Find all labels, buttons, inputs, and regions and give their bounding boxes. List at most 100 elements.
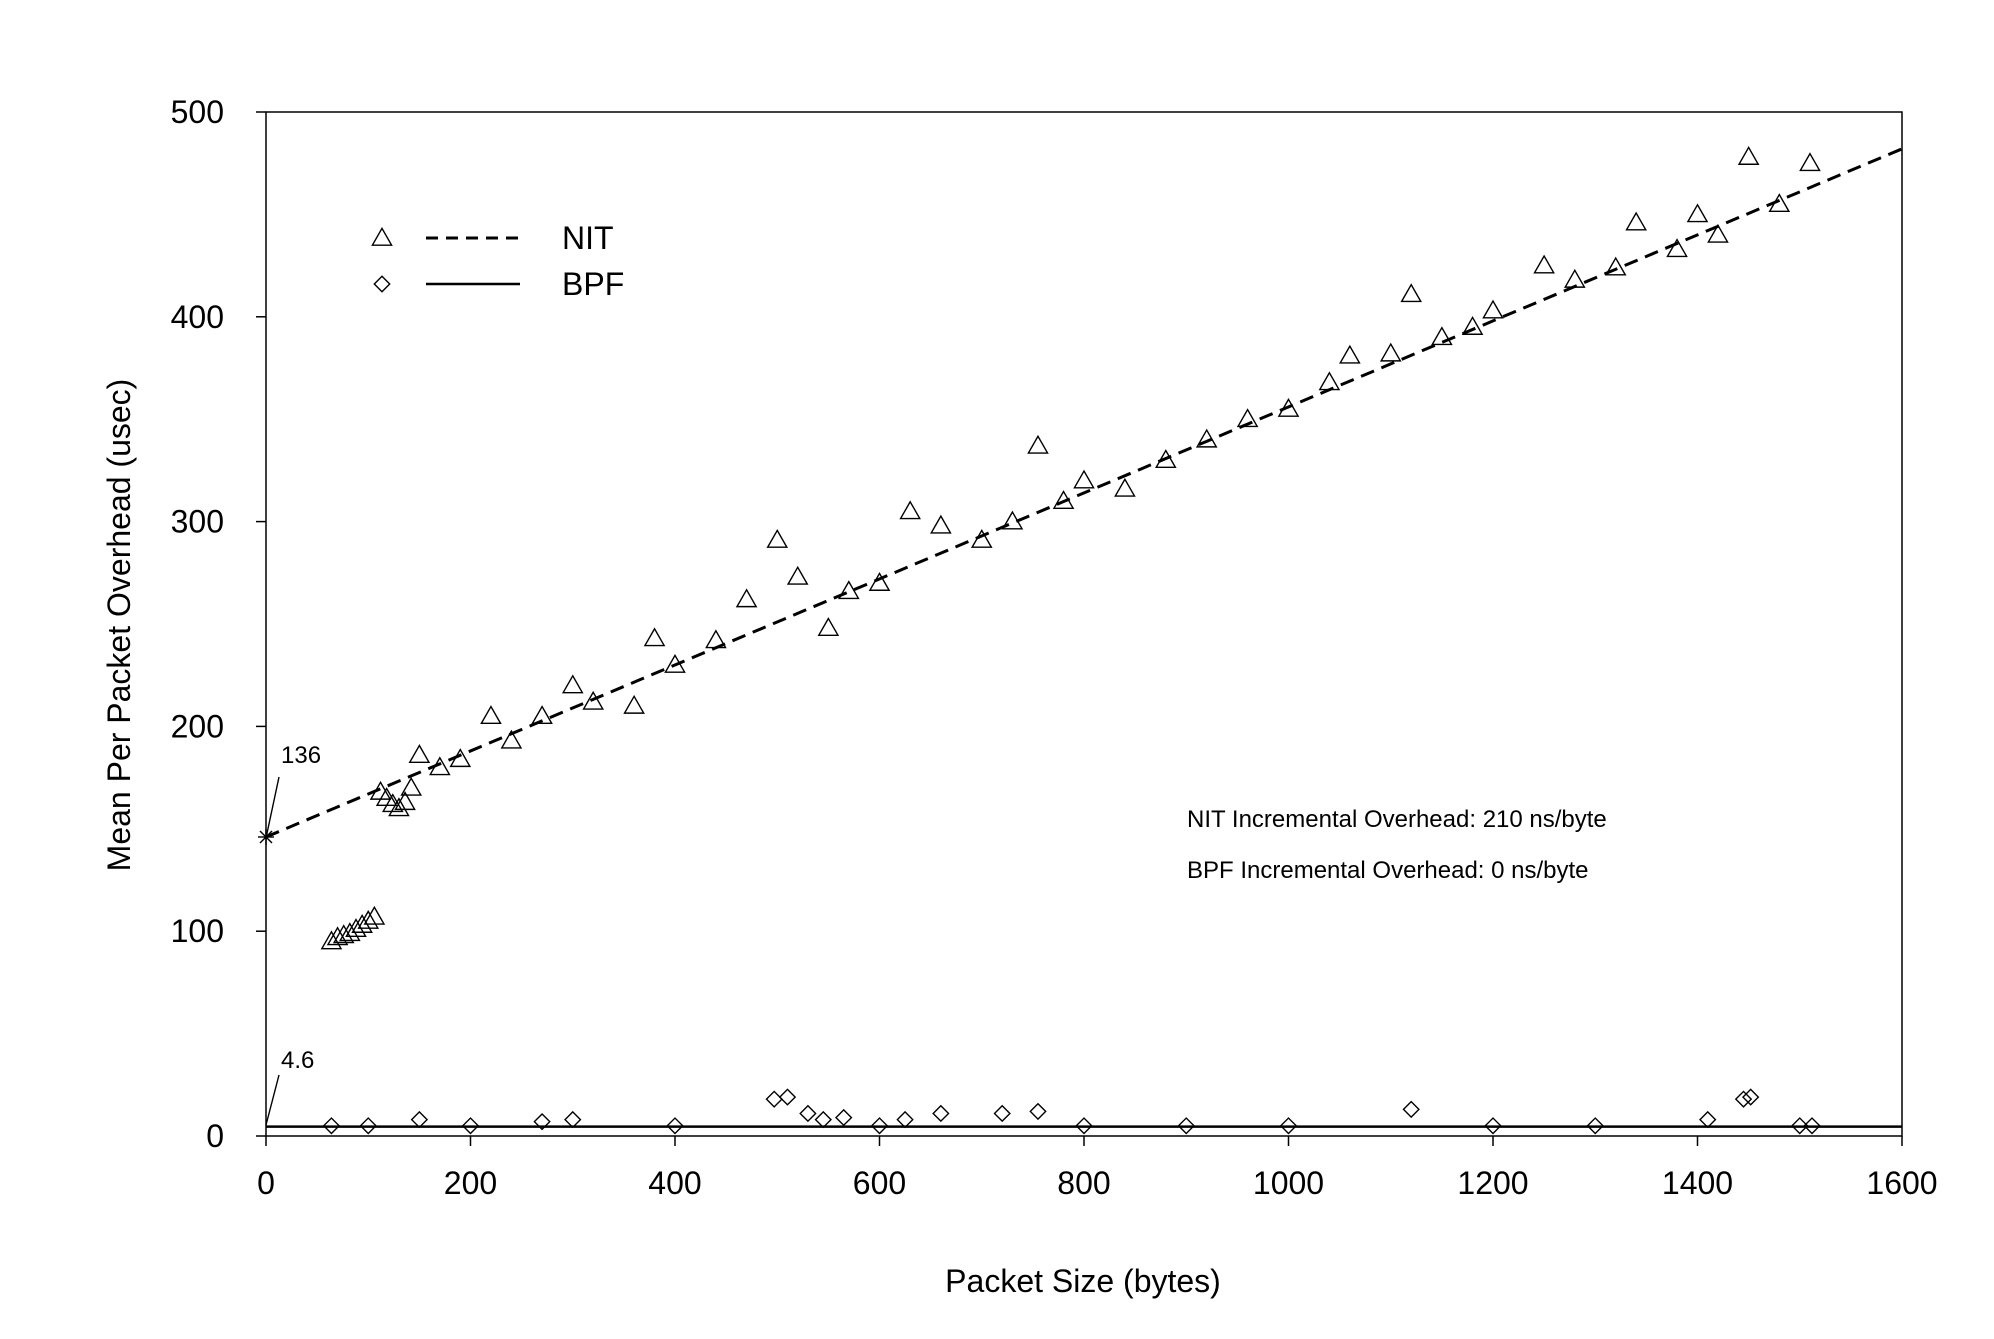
x-tick-label: 1200 <box>1457 1165 1528 1201</box>
nit-point <box>582 690 605 710</box>
nit-point <box>1027 434 1049 454</box>
bpf-point <box>799 1104 817 1123</box>
nit-point <box>1154 449 1177 469</box>
nit-point <box>408 744 431 763</box>
x-tick-label: 1000 <box>1253 1165 1324 1201</box>
nit-point <box>1737 146 1760 165</box>
nit-point <box>735 588 758 608</box>
legend-nit-marker <box>371 226 393 246</box>
nit-point <box>357 909 380 929</box>
nit-point <box>766 529 789 548</box>
nit-point <box>388 797 410 817</box>
bpf-point <box>896 1110 914 1129</box>
nit-intercept-label: 136 <box>281 742 321 769</box>
nit-point <box>1339 344 1361 364</box>
nit-intercept-leader <box>265 776 280 839</box>
legend-nit-label: NIT <box>562 220 614 256</box>
nit-point <box>664 653 686 673</box>
bpf-point <box>666 1117 684 1135</box>
nit-point <box>1236 408 1259 428</box>
nit-point <box>1318 371 1341 391</box>
x-axis-title: Packet Size (bytes) <box>945 1263 1221 1299</box>
bpf-point <box>1484 1117 1502 1135</box>
y-tick-label: 500 <box>171 94 224 130</box>
nit-point <box>500 729 523 749</box>
nit-point <box>705 629 727 649</box>
nit-point <box>1666 238 1688 258</box>
bpf-point <box>870 1117 889 1135</box>
y-tick-label: 200 <box>171 708 224 744</box>
nit-point <box>1686 203 1709 223</box>
nit-point <box>1563 268 1586 288</box>
nit-point <box>449 748 472 768</box>
nit-point <box>838 580 860 600</box>
nit-point <box>332 924 355 944</box>
nit-point <box>1707 223 1729 243</box>
bpf-point <box>533 1112 551 1131</box>
bpf-point <box>410 1110 429 1129</box>
bpf-point <box>1177 1117 1195 1135</box>
nit-point <box>868 572 891 591</box>
nit-point <box>1379 342 1402 362</box>
nit-point <box>1533 254 1555 274</box>
nit-point <box>320 930 343 950</box>
bpf-point <box>1791 1117 1809 1135</box>
y-tick-label: 300 <box>171 504 224 540</box>
y-tick-label: 0 <box>206 1118 224 1154</box>
nit-point <box>1114 477 1136 497</box>
nit-point <box>970 529 993 548</box>
bpf-point <box>1741 1088 1760 1106</box>
bpf-point <box>814 1110 832 1129</box>
bpf-point <box>1029 1102 1047 1121</box>
bpf-point <box>1279 1117 1298 1135</box>
nit-point <box>400 776 423 796</box>
bpf-point <box>778 1088 797 1106</box>
bpf-point <box>1075 1117 1093 1135</box>
nit-point <box>1052 490 1075 510</box>
bpf-point <box>322 1117 341 1135</box>
bpf-point <box>1734 1090 1753 1108</box>
nit-point <box>1799 152 1821 172</box>
bpf-point <box>564 1110 582 1129</box>
nit-point <box>1400 283 1423 303</box>
nit-point <box>394 791 416 811</box>
data-points <box>320 146 1821 1135</box>
nit-point <box>429 756 451 776</box>
bpf-point <box>359 1117 377 1135</box>
nit-point <box>381 793 404 813</box>
nit-point <box>623 694 645 714</box>
bpf-point <box>461 1117 480 1135</box>
x-axis: 0 200 400 600 800 1000 1200 1400 1600 <box>257 1136 1938 1201</box>
x-tick-label: 400 <box>648 1165 701 1201</box>
bpf-intercept-label: 4.6 <box>281 1047 314 1074</box>
nit-point <box>1461 316 1484 335</box>
bpf-overhead-note: BPF Incremental Overhead: 0 ns/byte <box>1187 857 1589 884</box>
nit-fit-line <box>265 147 1903 839</box>
nit-point <box>1073 469 1095 489</box>
y-tick-label: 400 <box>171 299 224 335</box>
nit-point <box>363 905 386 925</box>
nit-point <box>531 705 553 725</box>
y-axis-title: Mean Per Packet Overhead (usec) <box>101 379 137 872</box>
legend: NIT BPF <box>371 220 624 302</box>
nit-point <box>480 705 502 725</box>
nit-point <box>1431 326 1453 346</box>
x-tick-label: 1600 <box>1866 1165 1937 1201</box>
nit-point <box>643 627 666 647</box>
x-tick-label: 1400 <box>1662 1165 1733 1201</box>
bpf-point <box>932 1104 950 1123</box>
x-tick-label: 0 <box>257 1165 275 1201</box>
nit-point <box>786 565 809 585</box>
nit-point <box>1482 299 1504 319</box>
nit-point <box>1195 428 1218 448</box>
nit-point <box>561 674 584 694</box>
bpf-point <box>1586 1117 1604 1135</box>
bpf-point <box>993 1104 1011 1123</box>
nit-overhead-note: NIT Incremental Overhead: 210 ns/byte <box>1187 806 1607 833</box>
nit-point <box>1604 256 1627 276</box>
x-tick-label: 600 <box>853 1165 906 1201</box>
nit-point <box>1277 397 1300 417</box>
bpf-point <box>1699 1110 1717 1129</box>
